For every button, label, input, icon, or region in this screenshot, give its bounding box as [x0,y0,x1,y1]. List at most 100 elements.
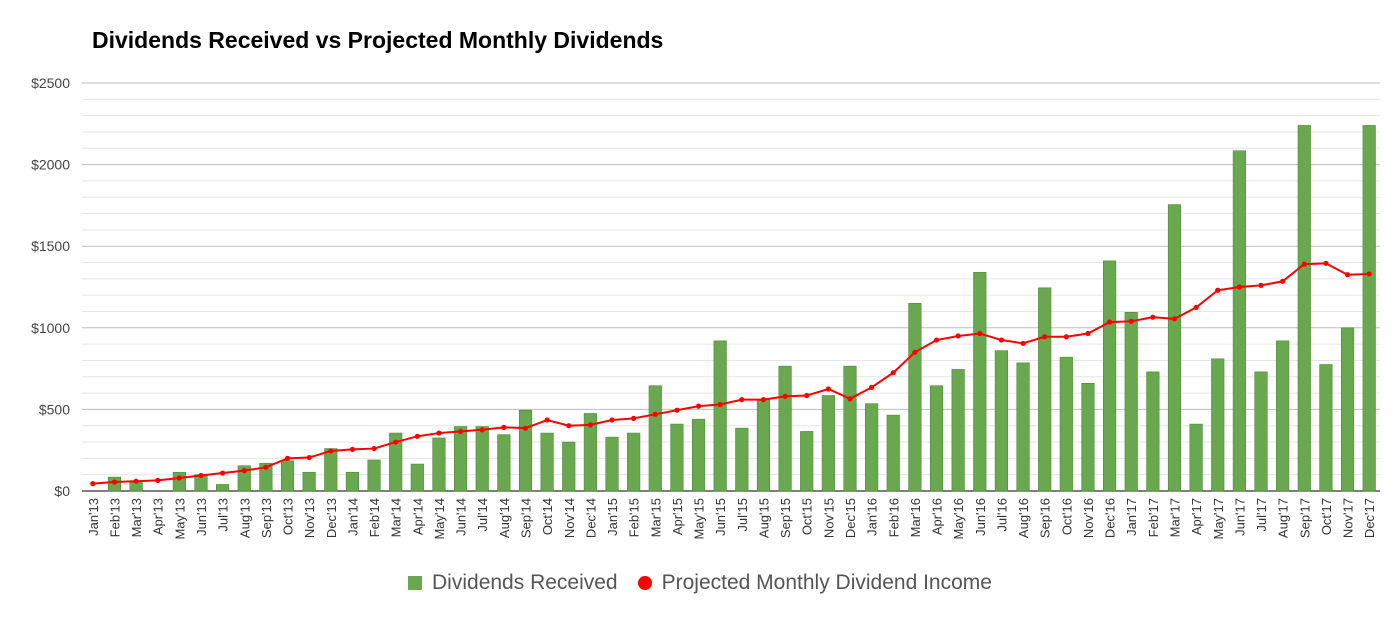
point-projected-income [1128,318,1134,324]
x-tick-label: Jun'13 [194,498,209,536]
bar-dividends-received [518,409,533,492]
bar-dividends-received [172,471,186,492]
point-projected-income [804,392,810,399]
x-tick-label: Feb'13 [107,498,122,537]
x-tick-label: Feb'16 [886,498,901,537]
bar-dividends-received [324,448,338,492]
point-projected-income [998,337,1005,343]
point-projected-income [695,403,702,409]
bar-dividends-received [713,340,727,492]
bar-dividends-received [735,427,749,492]
x-tick-label: Mar'16 [908,498,923,537]
bar-dividends-received [929,385,944,492]
chart-legend: Dividends Received Projected Monthly Div… [0,571,1400,595]
bar-dividends-received [605,436,619,492]
x-tick-label: Mar'14 [389,498,404,537]
bar-dividends-received [627,432,641,492]
bar-dividends-received [1276,340,1290,492]
point-projected-income [1063,334,1069,340]
point-projected-income [220,470,226,476]
bar-dividends-received [367,459,381,492]
point-projected-income [90,481,96,487]
bar-dividends-received [908,303,922,492]
bar-dividends-received [865,403,879,492]
x-tick-label: Oct'13 [281,498,296,535]
x-tick-label: Sep'13 [259,498,274,538]
point-projected-income [501,424,507,430]
point-projected-income [414,433,420,439]
x-tick-label: Mar'13 [129,498,144,537]
point-projected-income [674,407,680,413]
bar-dividends-received [1319,364,1333,492]
x-tick-label: Jan'15 [605,498,620,536]
x-tick-label: Jul'17 [1254,498,1269,532]
bar-dividends-received [280,460,295,492]
x-tick-label: Nov'17 [1341,498,1356,538]
point-projected-income [1085,330,1091,337]
point-projected-income [1366,271,1372,277]
point-projected-income [1344,272,1351,278]
x-tick-label: Jan'16 [865,498,880,536]
bar-dividends-received [1103,260,1117,492]
x-tick-label: Sep'17 [1297,498,1312,538]
bar-dividends-received [345,471,359,492]
bar-dividends-received [1167,204,1182,492]
x-tick-label: Nov'14 [562,498,577,538]
point-projected-income [869,384,875,390]
x-tick-label: Apr'13 [151,498,166,535]
x-tick-label: Mar'15 [648,498,663,537]
point-projected-income [1215,287,1221,293]
point-projected-income [263,464,269,470]
x-tick-label: Feb'14 [367,498,382,537]
x-tick-label: Oct'15 [800,498,815,535]
x-tick-label: Jun'15 [713,498,728,536]
bar-dividends-received [1124,311,1138,492]
x-tick-label: Apr'16 [930,498,945,535]
bar-dividends-received [562,441,576,492]
point-projected-income [912,349,918,355]
y-tick-label: $0 [54,483,70,499]
point-projected-income [933,337,940,343]
bar-dividends-received [670,423,684,492]
point-projected-income [566,423,572,429]
point-projected-income [111,479,118,485]
x-tick-label: Nov'16 [1081,498,1096,538]
bar-dividends-received [1362,125,1376,492]
bar-dividends-received [691,418,706,492]
y-tick-label: $2000 [31,157,70,173]
x-tick-label: May'14 [432,498,447,540]
point-projected-income [155,477,161,483]
point-projected-income [652,411,658,417]
point-projected-income [1258,282,1264,288]
point-projected-income [133,478,139,484]
point-projected-income [544,417,550,423]
point-projected-income [371,445,377,452]
point-projected-income [1323,260,1329,266]
point-projected-income [890,370,896,376]
x-tick-label: Jul'13 [216,498,231,532]
x-tick-label: Aug'13 [237,498,252,538]
y-tick-label: $2500 [31,75,70,91]
x-tick-label: Nov'15 [821,498,836,538]
x-tick-label: Apr'15 [670,498,685,535]
point-projected-income [825,386,831,392]
point-projected-income [977,330,983,337]
x-tick-label: Sep'16 [1038,498,1053,538]
legend-item-projected-income[interactable]: Projected Monthly Dividend Income [637,571,992,595]
legend-item-dividends-received[interactable]: Dividends Received [408,571,618,595]
x-tick-label: Jul'15 [735,498,750,532]
x-tick-label: Apr'17 [1189,498,1204,535]
y-tick-label: $1500 [31,238,70,254]
bar-dividends-received [432,437,446,492]
x-tick-label: Apr'14 [410,498,425,535]
point-projected-income [782,393,788,399]
point-projected-income [760,397,767,403]
point-projected-income [1042,334,1048,340]
point-projected-income [284,455,291,461]
point-projected-income [522,425,529,431]
bar-dividends-received [1081,382,1095,492]
point-projected-income [587,422,593,428]
legend-label-projected-income: Projected Monthly Dividend Income [661,571,992,594]
point-projected-income [1150,314,1156,320]
